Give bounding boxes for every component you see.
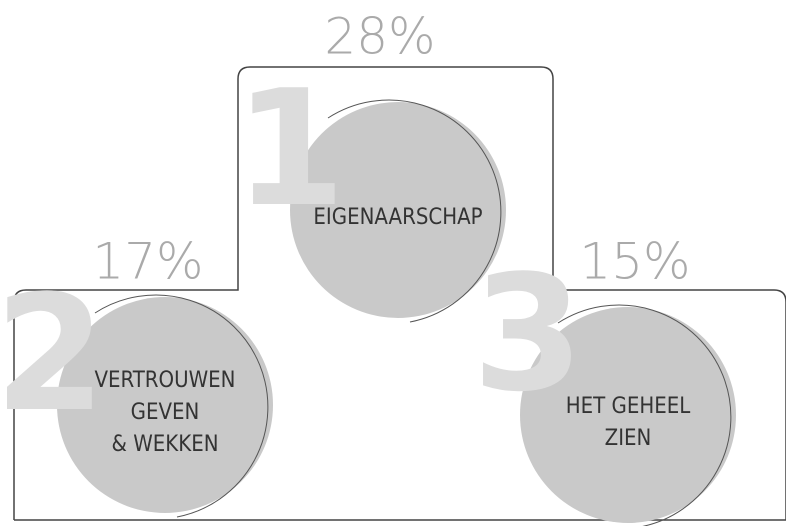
rank-number: 2	[0, 260, 106, 447]
percent: 28%	[324, 8, 435, 66]
label-line: GEVEN	[131, 400, 200, 425]
percent: 15%	[579, 233, 690, 291]
label-line: HET GEHEEL	[566, 394, 691, 419]
circle-arc	[557, 304, 732, 526]
circle	[57, 297, 273, 513]
label-line: EIGENAARSCHAP	[313, 205, 482, 230]
label-line: & WEKKEN	[111, 432, 218, 457]
circle	[520, 307, 736, 523]
circle-arc	[94, 294, 269, 518]
rank-number: 3	[472, 240, 583, 427]
circle	[290, 102, 506, 318]
rank-number: 1	[234, 55, 345, 242]
podium-outline	[13, 66, 786, 521]
percent: 17%	[92, 233, 203, 291]
label-line: VERTROUWEN	[95, 368, 236, 393]
circle-arc	[327, 99, 502, 323]
label-line: ZIEN	[605, 426, 652, 451]
